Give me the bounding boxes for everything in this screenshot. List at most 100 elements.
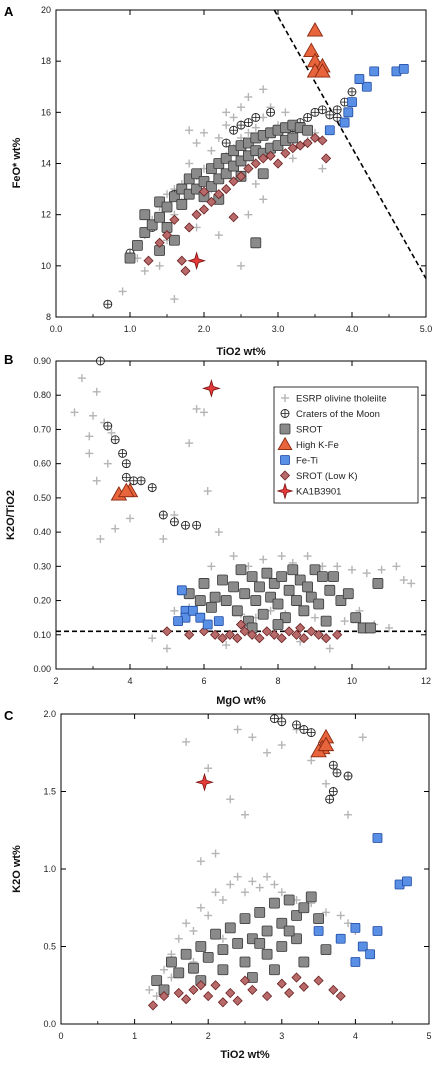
esrp-point bbox=[259, 113, 268, 122]
esrp-point bbox=[145, 985, 154, 994]
panel-c-xlabel: TiO2 wt% bbox=[220, 1049, 270, 1061]
srot-low-k-point bbox=[206, 196, 217, 207]
srot-low-k-point bbox=[280, 148, 291, 159]
x-tick-label: 1 bbox=[132, 1031, 137, 1041]
esrp-point bbox=[222, 641, 231, 650]
esrp-point bbox=[89, 411, 97, 420]
srot-point bbox=[372, 578, 384, 589]
esrp-point bbox=[277, 888, 286, 897]
esrp-point bbox=[248, 733, 257, 742]
esrp-point bbox=[174, 934, 183, 943]
srot-low-k-point bbox=[184, 222, 195, 233]
panel-c-axes: 0 1 2 3 4 5 0.0 0.5 1.0 1.5 2.0 bbox=[43, 709, 431, 1041]
srot-point bbox=[254, 938, 266, 949]
esrp-point bbox=[259, 195, 268, 204]
esrp-point bbox=[155, 261, 164, 270]
srot-low-k-point bbox=[203, 991, 214, 1002]
srot-low-k-point bbox=[235, 171, 247, 182]
srot-low-k-point bbox=[313, 629, 324, 640]
esrp-point bbox=[407, 579, 416, 588]
srot-point bbox=[316, 571, 328, 582]
srot-low-k-point bbox=[224, 629, 235, 640]
esrp-point bbox=[103, 459, 112, 468]
y-tick-label: 0.10 bbox=[33, 630, 51, 640]
srot-low-k-point bbox=[235, 619, 247, 630]
esrp-point bbox=[263, 872, 272, 881]
esrp-point bbox=[214, 528, 223, 537]
legend-marker-ka bbox=[276, 482, 294, 500]
fe-ti-point bbox=[354, 74, 365, 84]
esrp-point bbox=[255, 883, 264, 892]
crater-point bbox=[192, 520, 202, 530]
esrp-point bbox=[277, 741, 286, 749]
srot-point bbox=[188, 962, 199, 974]
esrp-point bbox=[344, 810, 353, 819]
fe-ti-point bbox=[202, 619, 213, 630]
esrp-point bbox=[318, 164, 327, 173]
srot-point bbox=[257, 608, 269, 620]
srot-point bbox=[328, 571, 339, 582]
srot-point bbox=[239, 956, 251, 968]
fe-ti-point bbox=[213, 616, 224, 626]
esrp-point bbox=[182, 737, 191, 746]
esrp-point bbox=[385, 623, 393, 632]
srot-point bbox=[220, 152, 232, 164]
esrp-point bbox=[159, 534, 168, 543]
y-tick-label: 1.5 bbox=[43, 787, 56, 797]
srot-point bbox=[291, 595, 302, 606]
x-tick-label: 0.0 bbox=[50, 324, 63, 334]
esrp-point bbox=[204, 911, 213, 920]
esrp-point bbox=[92, 387, 101, 396]
srot-low-k-point bbox=[295, 140, 306, 151]
srot-point bbox=[287, 132, 299, 144]
srot-point bbox=[165, 956, 177, 968]
esrp-point bbox=[192, 404, 201, 413]
panel-c: C 0 1 2 3 4 5 0.0 0.5 1.0 1.5 2.0 TiO2 wt% K2O wt% bbox=[4, 708, 432, 1061]
high-k-fe-point bbox=[118, 482, 135, 498]
legend-label-srot: SROT bbox=[296, 425, 323, 436]
panel-b-letter: B bbox=[4, 352, 13, 367]
srot-low-k-point bbox=[161, 230, 173, 241]
srot-low-k-point bbox=[154, 237, 165, 248]
srot-low-k-point bbox=[210, 629, 221, 640]
srot-point bbox=[239, 588, 251, 600]
esrp-point bbox=[226, 880, 235, 889]
srot-point bbox=[168, 191, 180, 203]
srot-point bbox=[283, 894, 295, 906]
esrp-point bbox=[200, 128, 208, 137]
srot-point bbox=[272, 598, 284, 610]
crater-point bbox=[343, 771, 353, 781]
srot-low-k-point bbox=[332, 629, 343, 640]
crater-point bbox=[303, 112, 313, 122]
srot-low-k-point bbox=[258, 153, 269, 164]
panel-b-axes: 2 4 6 8 10 12 0.00 0.10 0.20 0.30 0.40 0.50 0.60 0.70… bbox=[33, 356, 431, 686]
ka1b3901-point bbox=[202, 378, 221, 398]
esrp-point bbox=[237, 261, 245, 270]
esrp-point bbox=[251, 123, 260, 132]
esrp-point bbox=[207, 562, 216, 571]
panel-b-points bbox=[70, 356, 416, 653]
crater-point bbox=[328, 787, 338, 796]
srot-point bbox=[283, 925, 295, 937]
srot-point bbox=[291, 933, 302, 945]
esrp-point bbox=[348, 565, 356, 574]
crater-point bbox=[118, 448, 128, 458]
srot-low-k-point bbox=[295, 622, 306, 633]
crater-point bbox=[243, 118, 253, 128]
crater-point bbox=[332, 105, 342, 115]
high-k-fe-point bbox=[303, 42, 320, 58]
srot-point bbox=[139, 227, 151, 238]
srot-low-k-point bbox=[169, 214, 180, 225]
srot-low-k-point bbox=[247, 984, 258, 995]
esrp-point bbox=[196, 857, 205, 866]
crater-point bbox=[310, 107, 320, 117]
panel-a-points bbox=[103, 22, 409, 309]
panel-a-axes: 0.0 1.0 2.0 3.0 4.0 5.0 8 10 12 14 16 18 20 bbox=[41, 5, 432, 334]
high-k-fe-point bbox=[306, 22, 324, 37]
crater-point bbox=[266, 107, 276, 117]
esrp-point bbox=[358, 733, 367, 742]
fe-ti-point bbox=[347, 97, 357, 107]
esrp-point bbox=[185, 439, 194, 448]
srot-point bbox=[350, 612, 362, 624]
